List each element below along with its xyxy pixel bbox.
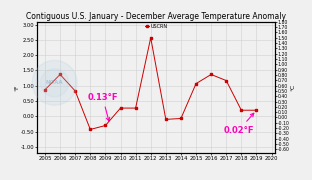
Y-axis label: °C: °C: [290, 84, 295, 91]
Text: 0.13°F: 0.13°F: [87, 93, 118, 121]
USCRN: [58, 73, 62, 76]
USCRN: [179, 117, 183, 120]
USCRN: [240, 109, 243, 111]
USCRN: [73, 90, 77, 92]
Title: Contiguous U.S. January - December Average Temperature Anomaly: Contiguous U.S. January - December Avera…: [26, 12, 286, 21]
USCRN: [209, 73, 213, 76]
USCRN: [224, 80, 228, 82]
Y-axis label: °F: °F: [15, 84, 20, 91]
Text: 0.02°F: 0.02°F: [223, 113, 254, 135]
USCRN: [88, 128, 92, 130]
Legend: USCRN: USCRN: [144, 24, 168, 29]
USCRN: [149, 37, 153, 39]
Circle shape: [32, 60, 77, 105]
USCRN: [255, 109, 258, 111]
USCRN: [43, 89, 47, 91]
USCRN: [119, 107, 122, 109]
USCRN: [194, 83, 198, 85]
Line: USCRN: USCRN: [44, 37, 257, 130]
USCRN: [104, 124, 107, 127]
USCRN: [134, 107, 138, 109]
Circle shape: [41, 69, 69, 97]
USCRN: [164, 118, 168, 120]
Text: NOAA: NOAA: [46, 80, 63, 85]
